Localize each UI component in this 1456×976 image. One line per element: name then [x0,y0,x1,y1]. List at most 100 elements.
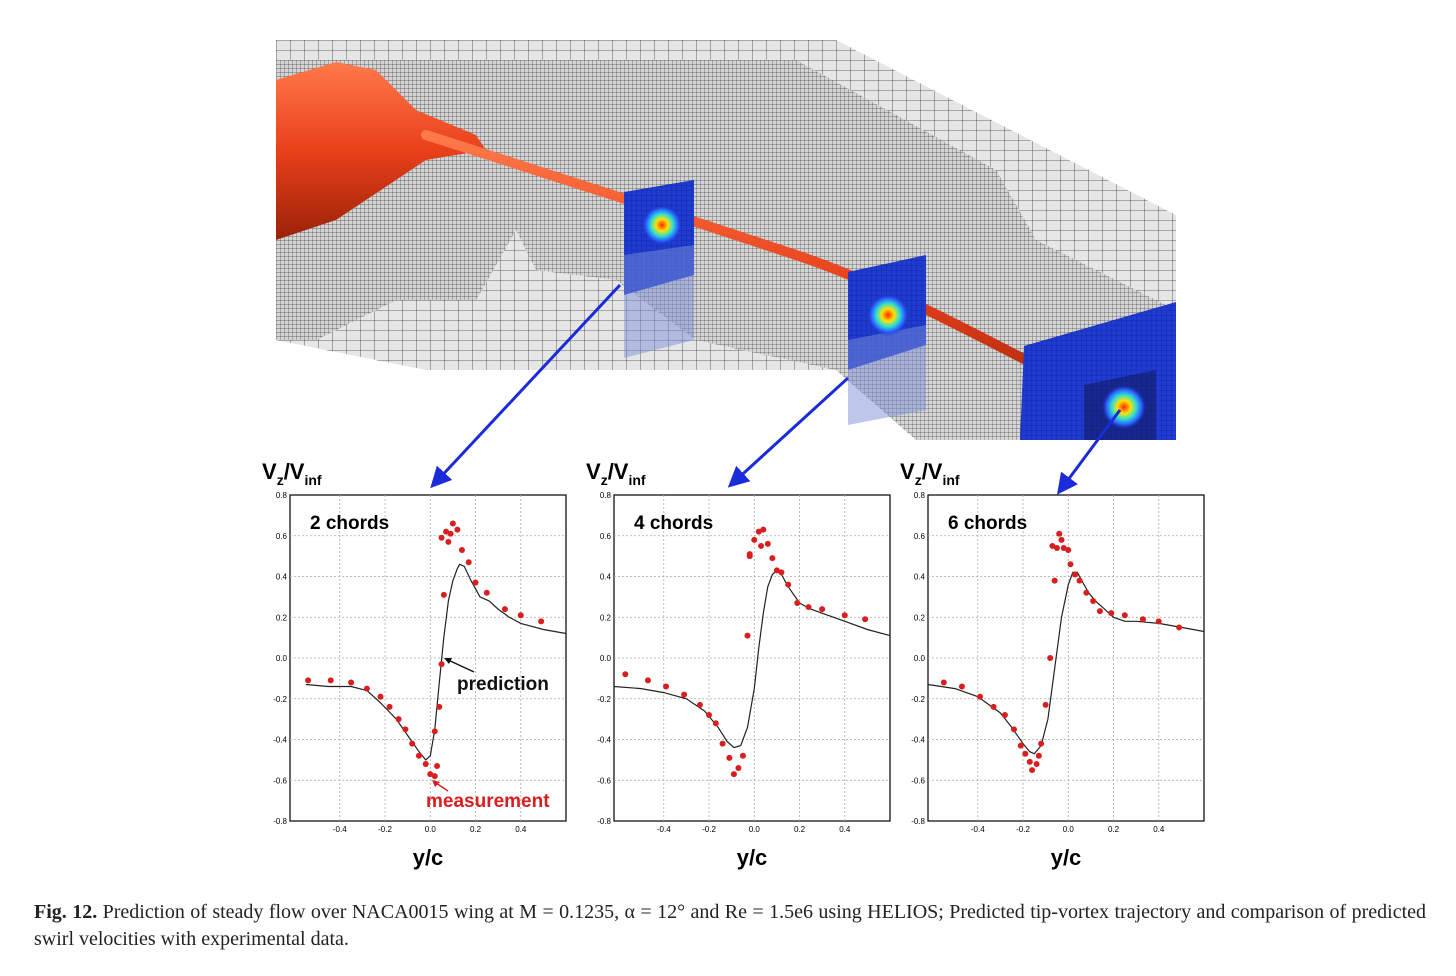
x-tick-label: 0.2 [1108,825,1120,834]
slice-2-chords [624,180,694,358]
x-tick-label: 0.0 [1063,825,1075,834]
y-tick-label: 0.4 [276,573,288,582]
measurement-point [1053,544,1060,551]
wing-surface [276,62,486,240]
y-tick-label: 0.0 [276,654,288,663]
measurement-point [305,677,312,684]
measurement-point [415,752,422,759]
measurement-point [431,728,438,735]
y-tick-label: -0.6 [597,776,611,785]
figure-caption: Fig. 12. Prediction of steady flow over … [34,899,1426,953]
y-tick-label: 0.8 [600,491,612,500]
measurement-point [681,691,688,698]
measurement-point [1033,760,1040,767]
measurement-point [363,685,370,692]
measurement-point [465,559,472,566]
y-tick-label: -0.4 [273,736,287,745]
chart-title: 4 chords [634,513,713,534]
measurement-point [327,677,334,684]
x-tick-label: 0.4 [839,825,851,834]
measurement-point [764,540,771,547]
y-tick-label: 0.8 [914,491,926,500]
measurement-point [785,581,792,588]
x-tick-label: 0.2 [470,825,482,834]
measurement-point [445,538,452,545]
measurement-point [1090,597,1097,604]
x-tick-label: 0.4 [1153,825,1165,834]
x-axis-label: y/c [413,845,444,870]
measurement-point [746,551,753,558]
measurement-point [760,526,767,533]
chart-title: 2 chords [310,513,389,534]
measurement-point [712,720,719,727]
x-tick-label: -0.4 [657,825,671,834]
measurement-point [348,679,355,686]
measurement-point [773,567,780,574]
x-axis-label: y/c [1051,845,1082,870]
measurement-point [862,616,869,623]
measurement-point [422,760,429,767]
measurement-point [940,679,947,686]
measurement-point [622,671,629,678]
y-tick-label: 0.0 [914,654,926,663]
slice-4-chords [848,255,926,425]
x-tick-label: 0.2 [794,825,806,834]
measurement-point [706,712,713,719]
y-tick-label: -0.6 [911,776,925,785]
measurement-point [1038,740,1045,747]
measurement-point [1121,612,1128,619]
measurement-point [1096,608,1103,615]
cfd-mesh-rendering [276,40,1176,440]
y-tick-label: -0.4 [911,736,925,745]
measurement-point [1026,758,1033,765]
measurement-point [990,703,997,710]
measurement-point [440,591,447,598]
measurement-point [1072,571,1079,578]
prediction-arrowhead [444,658,452,664]
measurement-point [819,606,826,613]
measurement-point [409,740,416,747]
measurement-point [1049,542,1056,549]
measurement-point [1176,624,1183,631]
y-tick-label: -0.2 [911,695,925,704]
measurement-point [436,703,443,710]
y-tick-label: 0.2 [600,613,612,622]
y-tick-label: -0.8 [273,817,287,826]
y-axis-label: Vz/Vinf [262,459,322,488]
measurement-point [454,526,461,533]
measurement-point [501,606,508,613]
measurement-point [758,542,765,549]
y-tick-label: 0.8 [276,491,288,500]
measurement-point [730,771,737,778]
x-tick-label: -0.2 [378,825,392,834]
measurement-point [1035,752,1042,759]
measurement-point [438,534,445,541]
x-tick-label: -0.2 [702,825,716,834]
measurement-point [538,618,545,625]
y-tick-label: -0.8 [911,817,925,826]
measurement-point [1139,616,1146,623]
measurement-point [402,726,409,733]
measurement-point [958,683,965,690]
measurement-point [1083,589,1090,596]
y-tick-label: 0.6 [914,532,926,541]
y-tick-label: 0.0 [600,654,612,663]
x-tick-label: 0.0 [425,825,437,834]
measurement-point [663,683,670,690]
measurement-point [1042,701,1049,708]
chart-svg: -0.4 -0.2 0.0 0.2 0.4 -0.8 -0.6 -0.4 -0.2 0.0 0.2 0… [262,459,567,870]
measurement-point [1001,712,1008,719]
prediction-line [613,569,891,749]
measurement-point [1108,610,1115,617]
measurement-point [769,555,776,562]
caption-text: Prediction of steady flow over NACA0015 … [34,901,1427,950]
chart-svg: -0.4 -0.2 0.0 0.2 0.4 -0.8 -0.6 -0.4 -0.2 0.0 0.2 0… [586,459,891,870]
measurement-point [1060,544,1067,551]
measurement-point [472,579,479,586]
x-tick-label: -0.4 [333,825,347,834]
prediction-annotation: prediction [457,674,549,695]
measurement-point [841,612,848,619]
measurement-point [719,740,726,747]
measurement-point [377,693,384,700]
measurement-point [1058,536,1065,543]
